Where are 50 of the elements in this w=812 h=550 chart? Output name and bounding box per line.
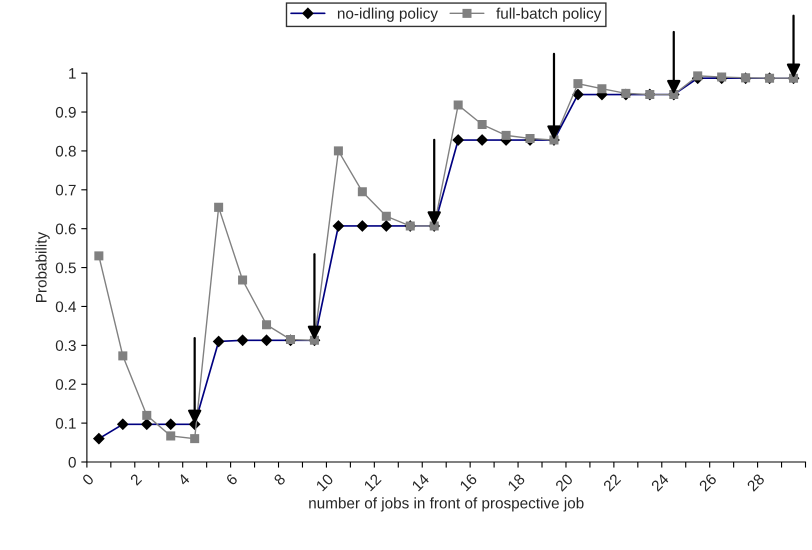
- y-tick-label: 0.1: [56, 418, 76, 429]
- y-tick-label: 0.3: [56, 340, 76, 352]
- y-tick-label: 1: [69, 68, 76, 79]
- point: [262, 320, 272, 330]
- point: [334, 146, 343, 156]
- y-axis-title: Probability: [35, 232, 50, 302]
- point: [118, 351, 128, 360]
- y-tick-label: 0.9: [56, 106, 76, 118]
- x-tick-label: 8: [273, 473, 286, 486]
- x-tick-label: 26: [698, 473, 718, 492]
- point: [238, 276, 248, 285]
- x-tick-label: 24: [650, 473, 670, 492]
- y-tick-label: 0.7: [56, 184, 76, 196]
- point: [573, 79, 582, 88]
- point: [142, 410, 152, 420]
- y-tick-label: 0.4: [56, 301, 76, 312]
- y-tick-label: 0.5: [56, 262, 76, 274]
- y-tick-label: 0.2: [56, 379, 76, 390]
- x-tick-label: 28: [746, 473, 766, 492]
- x-tick-label: 20: [554, 473, 574, 492]
- x-tick-label: 16: [459, 473, 478, 492]
- x-tick-label: 2: [130, 473, 142, 486]
- y-tick-label: 0.6: [56, 224, 76, 234]
- x-tick-label: 18: [507, 473, 526, 492]
- x-tick-label: 6: [225, 473, 238, 486]
- legend-label: full-batch policy: [496, 8, 602, 22]
- x-tick-label: 14: [411, 473, 430, 492]
- x-axis-title: number of jobs in front of prospective job: [309, 497, 584, 512]
- point: [382, 212, 391, 221]
- x-tick-label: 4: [177, 473, 190, 486]
- y-tick-label: 0: [68, 456, 76, 468]
- y-tick-label: 0.8: [56, 146, 76, 157]
- x-tick-label: 12: [363, 473, 382, 492]
- legend-label: no-idling policy: [338, 8, 438, 22]
- point: [526, 134, 535, 143]
- point: [358, 187, 367, 196]
- point: [478, 120, 487, 129]
- point: [621, 88, 630, 98]
- point: [94, 251, 104, 260]
- point: [166, 431, 176, 440]
- point: [717, 72, 726, 82]
- x-tick-label: 10: [316, 473, 334, 492]
- point: [454, 100, 463, 110]
- point: [693, 71, 702, 80]
- x-tick-label: 0: [82, 473, 94, 486]
- point: [597, 84, 606, 94]
- point: [214, 202, 224, 212]
- point: [190, 434, 200, 444]
- x-tick-label: 22: [602, 473, 622, 492]
- point: [502, 130, 511, 140]
